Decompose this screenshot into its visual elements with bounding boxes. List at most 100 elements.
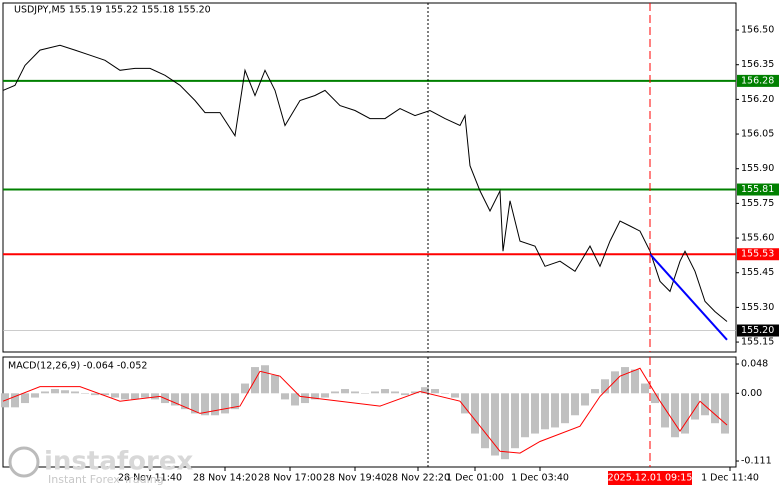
histogram-bar	[701, 393, 709, 416]
histogram-bar	[301, 393, 309, 404]
x-tick-label: 1 Dec 11:40	[701, 473, 759, 484]
histogram-bar	[411, 391, 419, 394]
histogram-bar	[481, 393, 489, 449]
level-label: 155.81	[741, 184, 774, 195]
histogram-bar	[721, 393, 729, 434]
histogram-bar	[191, 393, 199, 414]
histogram-bar	[131, 393, 139, 400]
watermark-name: instaforex	[44, 447, 194, 477]
histogram-bar	[211, 393, 219, 416]
trend-line	[649, 253, 728, 341]
histogram-bar	[141, 393, 149, 398]
histogram-bar	[521, 393, 529, 438]
histogram-bar	[371, 391, 379, 394]
histogram-bar	[41, 391, 49, 394]
histogram-bar	[21, 393, 29, 404]
histogram-bar	[401, 393, 409, 396]
histogram-bar	[241, 383, 249, 394]
y-tick-label: -0.111	[741, 456, 772, 467]
histogram-bar	[571, 393, 579, 416]
watermark: instaforex Instant Forex Trading	[8, 446, 194, 486]
last-price-label: 155.20	[741, 325, 774, 336]
histogram-bar	[581, 393, 589, 406]
histogram-bar	[671, 393, 679, 438]
price-line	[2, 44, 728, 322]
y-tick-label: 156.50	[741, 25, 774, 36]
histogram-bar	[291, 393, 299, 406]
histogram-bar	[51, 389, 59, 394]
y-tick-label: 0.048	[741, 359, 768, 370]
histogram-bar	[661, 393, 669, 428]
y-tick-label: 156.20	[741, 94, 774, 105]
histogram-bar	[461, 393, 469, 414]
price-panel	[2, 2, 737, 353]
histogram-bar	[681, 393, 689, 434]
histogram-bar	[61, 390, 69, 394]
histogram-bar	[641, 383, 649, 394]
histogram-bar	[561, 393, 569, 424]
x-tick-label: 1 Dec 03:40	[511, 473, 569, 484]
histogram-bar	[491, 393, 499, 456]
y-tick-label: 155.90	[741, 163, 774, 174]
level-label: 156.28	[741, 75, 774, 86]
cursor-tag	[608, 471, 692, 485]
watermark-tagline: Instant Forex Trading	[48, 473, 164, 486]
histogram-bar	[511, 393, 519, 449]
histogram-bar	[31, 393, 39, 398]
histogram-bar	[631, 369, 639, 394]
y-tick-label: 155.75	[741, 198, 774, 209]
y-tick-label: 155.15	[741, 337, 774, 348]
histogram-bar	[261, 365, 269, 394]
y-tick-label: 155.30	[741, 302, 774, 313]
histogram-bar	[91, 393, 99, 396]
histogram-bar	[321, 393, 329, 398]
level-label: 155.53	[741, 249, 774, 260]
histogram-bar	[381, 389, 389, 394]
histogram-bar	[611, 371, 619, 394]
x-tick-label: 28 Nov 14:20	[193, 473, 257, 484]
histogram-bar	[101, 393, 109, 396]
histogram-bar	[11, 393, 19, 408]
histogram-bar	[471, 393, 479, 434]
histogram-bar	[311, 393, 319, 400]
histogram-bar	[271, 374, 279, 394]
histogram-bar	[81, 393, 89, 394]
y-tick-label: 0.00	[741, 388, 762, 399]
level-tag	[737, 74, 779, 87]
histogram-bar	[621, 367, 629, 394]
histogram-bar	[421, 387, 429, 394]
histogram-bar	[441, 393, 449, 394]
y-tick-label: 156.35	[741, 59, 774, 70]
x-tick-label: 28 Nov 11:40	[118, 473, 182, 484]
histogram-bar	[171, 393, 179, 406]
histogram-bar	[281, 393, 289, 400]
x-tick-label: 28 Nov 19:40	[323, 473, 387, 484]
histogram-bar	[431, 389, 439, 394]
histogram-bar	[691, 393, 699, 420]
histogram-bar	[341, 389, 349, 394]
signal-line	[2, 367, 728, 454]
histogram-bar	[71, 391, 79, 394]
last-price-tag	[737, 324, 779, 337]
histogram-bar	[531, 393, 539, 434]
histogram-bar	[221, 393, 229, 414]
histogram-bar	[501, 393, 509, 460]
x-tick-label: 1 Dec 01:00	[446, 473, 504, 484]
histogram-bar	[121, 393, 129, 400]
y-tick-label: 156.05	[741, 129, 774, 140]
histogram-bar	[711, 393, 719, 424]
macd-title: MACD(12,26,9) -0.064 -0.052	[8, 361, 147, 372]
histogram-bar	[111, 393, 119, 398]
y-tick-label: 155.45	[741, 267, 774, 278]
histogram-bar	[651, 393, 659, 404]
level-tag	[737, 248, 779, 261]
histogram-bar	[181, 393, 189, 410]
histogram-bar	[591, 389, 599, 394]
histogram-bar	[201, 393, 209, 416]
y-tick-label: 155.60	[741, 233, 774, 244]
histogram-bar	[151, 393, 159, 400]
histogram-bar	[551, 393, 559, 428]
histogram-bar	[451, 393, 459, 398]
histogram-bar	[391, 391, 399, 394]
